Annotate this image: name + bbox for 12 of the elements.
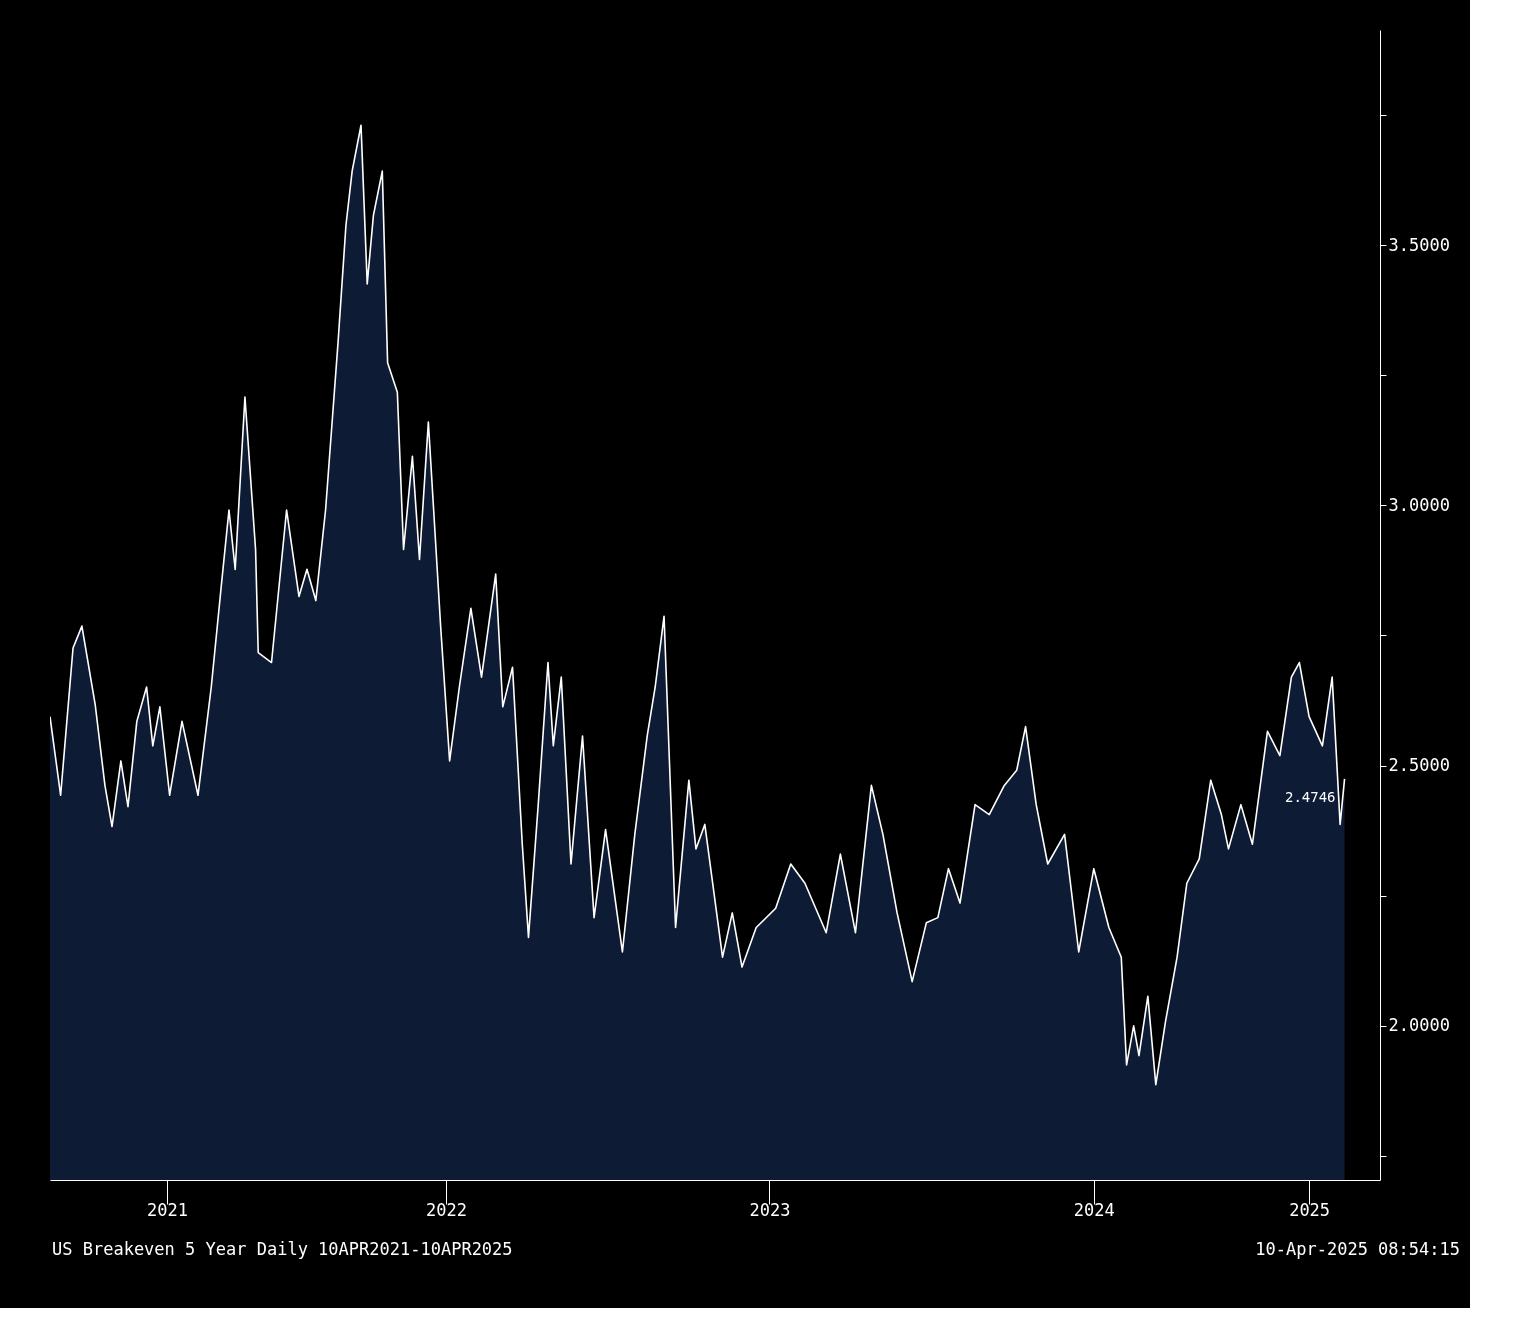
x-tick-label: 2023 — [749, 1199, 791, 1220]
x-tick-label: 2022 — [426, 1199, 468, 1220]
x-tick-label: 2021 — [146, 1199, 188, 1220]
y-tick-label: 2.5000 — [1388, 755, 1450, 776]
x-tick-label: 2025 — [1289, 1199, 1331, 1220]
y-tick-label: 3.0000 — [1388, 494, 1450, 515]
y-tick-label: 3.5000 — [1388, 234, 1450, 255]
x-tick-label: 2024 — [1073, 1199, 1115, 1220]
text: US Breakeven 5 Year Daily 10APR2021-10APR2025 — [52, 1239, 513, 1259]
data-label: 2.4746 — [1284, 788, 1336, 805]
text: 10-Apr-2025 08:54:15 — [1255, 1239, 1460, 1259]
y-tick-label: 2.0000 — [1388, 1015, 1450, 1036]
